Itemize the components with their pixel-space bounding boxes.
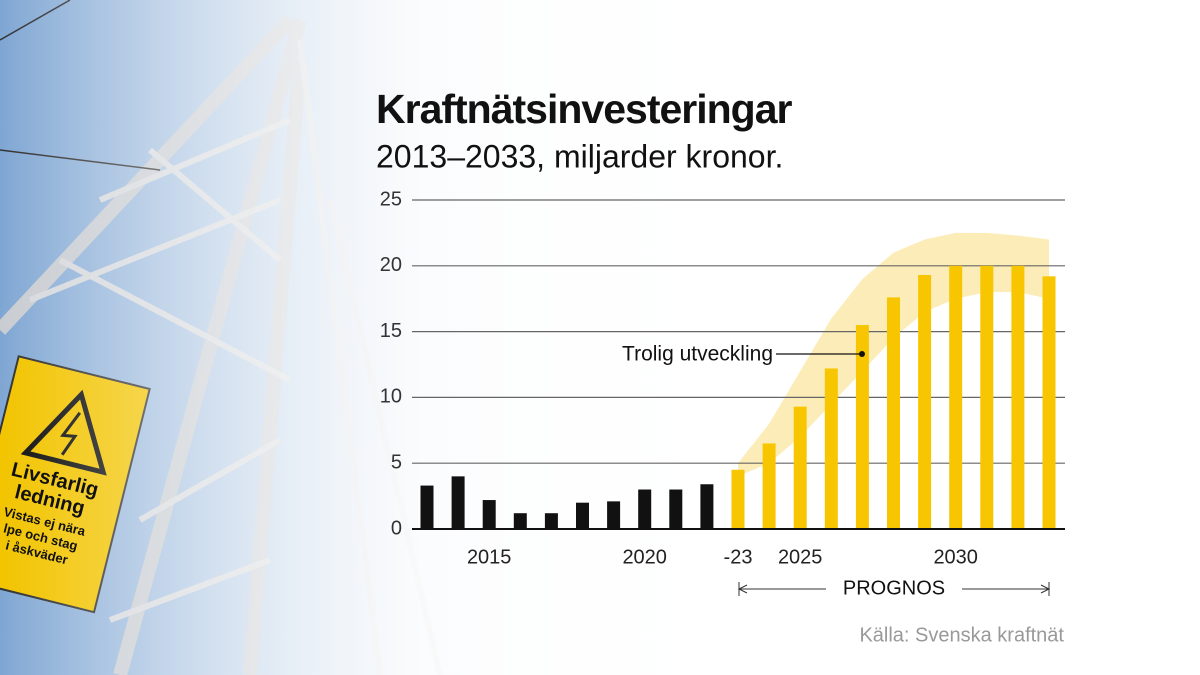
prognosis-label: PROGNOS (843, 577, 945, 599)
y-tick-label: 5 (391, 451, 402, 473)
bar (669, 489, 683, 529)
y-tick-label: 15 (380, 320, 402, 342)
annotation-dot (859, 351, 865, 357)
source: Källa: Svenska kraftnät (859, 624, 1064, 646)
bar (762, 443, 776, 529)
bar (700, 484, 714, 529)
bar (576, 502, 589, 529)
y-tick-label: 20 (380, 254, 402, 276)
bar (513, 513, 527, 529)
bar (482, 500, 496, 529)
x-tick-label: 2015 (467, 546, 512, 568)
bar (1011, 265, 1025, 529)
range-band (738, 232, 1049, 477)
chart-subtitle: 2013–2033, miljarder kronor. (376, 138, 783, 174)
bar (638, 489, 652, 529)
x-tick-label: -23 (724, 546, 753, 568)
chart-title: Kraftnätsinvesteringar (376, 86, 793, 132)
y-tick-label: 25 (380, 188, 402, 210)
x-tick-label: 2030 (933, 546, 978, 568)
annotation: Trolig utveckling (622, 343, 773, 366)
y-tick-label: 10 (380, 386, 402, 408)
bar (607, 501, 621, 529)
bar (887, 297, 900, 529)
bar (824, 368, 838, 529)
bar (949, 265, 963, 529)
bar (918, 275, 932, 529)
x-tick-label: 2025 (778, 546, 823, 568)
bar (980, 265, 994, 529)
bar (1042, 276, 1056, 529)
bar (793, 406, 807, 529)
bar (420, 485, 434, 529)
bar (451, 476, 465, 529)
prognosis-label-bg (826, 577, 962, 601)
x-tick-label: 2020 (622, 546, 667, 568)
bar (731, 469, 745, 529)
bar (544, 513, 558, 529)
bar (855, 325, 869, 529)
y-tick-label: 0 (391, 517, 402, 539)
